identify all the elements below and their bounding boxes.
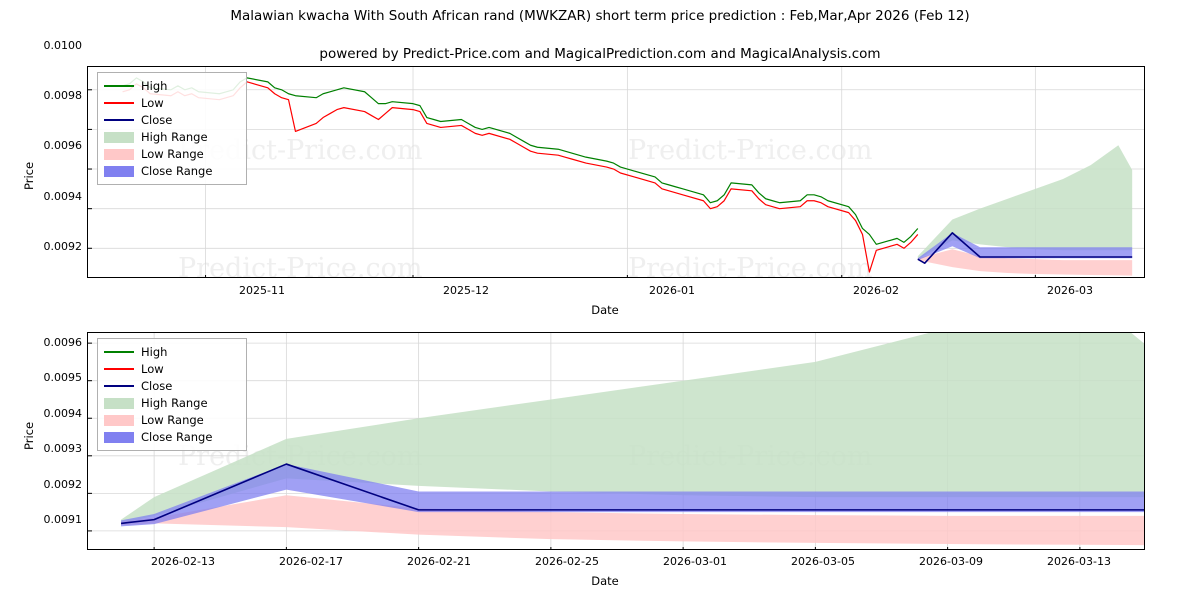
bottom-ytick-0: 0.0091 <box>43 513 83 526</box>
bottom-xtick-0: 2026-02-13 <box>151 555 215 568</box>
top-watermark-right: Predict-Price.com <box>628 135 873 166</box>
legend-item-low-range: Low Range <box>104 145 240 162</box>
legend-item-high-2: High <box>104 343 240 360</box>
bottom-chart-panel: Price Date 0.0091 0.0092 0.0093 0.0094 0… <box>0 310 1200 600</box>
top-ytick-4: 0.0100 <box>43 39 83 52</box>
bottom-plot-area: Predict-Price.com Predict-Price.com <box>87 332 1145 550</box>
legend-item-low: Low <box>104 94 240 111</box>
top-chart-svg <box>88 67 1144 277</box>
bottom-xtick-5: 2026-03-05 <box>791 555 855 568</box>
legend-item-close: Close <box>104 111 240 128</box>
legend-item-close-range-2: Close Range <box>104 428 240 445</box>
legend-item-close-range: Close Range <box>104 162 240 179</box>
bottom-chart-svg <box>88 333 1144 549</box>
bottom-x-axis-label: Date <box>591 574 619 588</box>
legend-label-close-2: Close <box>141 378 173 393</box>
legend-key-low-2 <box>104 363 134 375</box>
bottom-ytick-4: 0.0095 <box>43 371 83 384</box>
bottom-xtick-6: 2026-03-09 <box>919 555 983 568</box>
top-xtick-0: 2025-11 <box>239 284 285 297</box>
bottom-xtick-3: 2026-02-25 <box>535 555 599 568</box>
legend-key-high-2 <box>104 346 134 358</box>
top-x-axis-label: Date <box>591 303 619 317</box>
legend-item-low-range-2: Low Range <box>104 411 240 428</box>
legend-key-close-2 <box>104 380 134 392</box>
bottom-xtick-4: 2026-03-01 <box>663 555 727 568</box>
top-watermark-bottom: Predict-Price.com <box>178 253 423 278</box>
legend-key-low-range <box>104 148 134 160</box>
bottom-ytick-1: 0.0092 <box>43 478 83 491</box>
bottom-xtick-2: 2026-02-21 <box>407 555 471 568</box>
legend-key-high <box>104 80 134 92</box>
top-legend: High Low Close High Range Low Range Clos… <box>97 72 247 185</box>
bottom-xtick-1: 2026-02-17 <box>279 555 343 568</box>
legend-key-low-range-2 <box>104 414 134 426</box>
legend-label-low: Low <box>141 95 164 110</box>
legend-item-low-2: Low <box>104 360 240 377</box>
bottom-ytick-3: 0.0094 <box>43 407 83 420</box>
top-ytick-0: 0.0092 <box>43 240 83 253</box>
page-subtitle: powered by Predict-Price.com and Magical… <box>319 46 881 62</box>
legend-label-low-range-2: Low Range <box>141 412 204 427</box>
legend-key-low <box>104 97 134 109</box>
legend-item-high: High <box>104 77 240 94</box>
top-ytick-1: 0.0094 <box>43 190 83 203</box>
top-y-axis-label: Price <box>22 161 36 190</box>
top-xtick-3: 2026-02 <box>853 284 899 297</box>
legend-key-close <box>104 114 134 126</box>
legend-key-close-range-2 <box>104 431 134 443</box>
legend-label-high: High <box>141 78 168 93</box>
top-ytick-2: 0.0096 <box>43 139 83 152</box>
page-title: Malawian kwacha With South African rand … <box>230 8 970 24</box>
top-chart-panel: Price Date 0.0092 0.0094 0.0096 0.0098 0… <box>22 39 1145 317</box>
legend-key-high-range-2 <box>104 397 134 409</box>
legend-label-high-range: High Range <box>141 129 208 144</box>
legend-label-high-range-2: High Range <box>141 395 208 410</box>
legend-label-high-2: High <box>141 344 168 359</box>
bottom-legend: High Low Close High Range Low Range Clos… <box>97 338 247 451</box>
top-plot-area: Predict-Price.com Predict-Price.com Pred… <box>87 66 1145 278</box>
top-xtick-2: 2026-01 <box>649 284 695 297</box>
legend-label-low-range: Low Range <box>141 146 204 161</box>
top-ytick-3: 0.0098 <box>43 89 83 102</box>
bottom-ytick-5: 0.0096 <box>43 336 83 349</box>
legend-key-close-range <box>104 165 134 177</box>
legend-key-high-range <box>104 131 134 143</box>
legend-item-close-2: Close <box>104 377 240 394</box>
legend-item-high-range-2: High Range <box>104 394 240 411</box>
top-xtick-1: 2025-12 <box>443 284 489 297</box>
legend-item-high-range: High Range <box>104 128 240 145</box>
top-watermark-bottom-right: Predict-Price.com <box>628 253 873 278</box>
bottom-ytick-2: 0.0093 <box>43 442 83 455</box>
legend-label-close-range: Close Range <box>141 163 213 178</box>
legend-label-low-2: Low <box>141 361 164 376</box>
top-xtick-4: 2026-03 <box>1047 284 1093 297</box>
bottom-xtick-7: 2026-03-13 <box>1047 555 1111 568</box>
legend-label-close: Close <box>141 112 173 127</box>
legend-label-close-range-2: Close Range <box>141 429 213 444</box>
